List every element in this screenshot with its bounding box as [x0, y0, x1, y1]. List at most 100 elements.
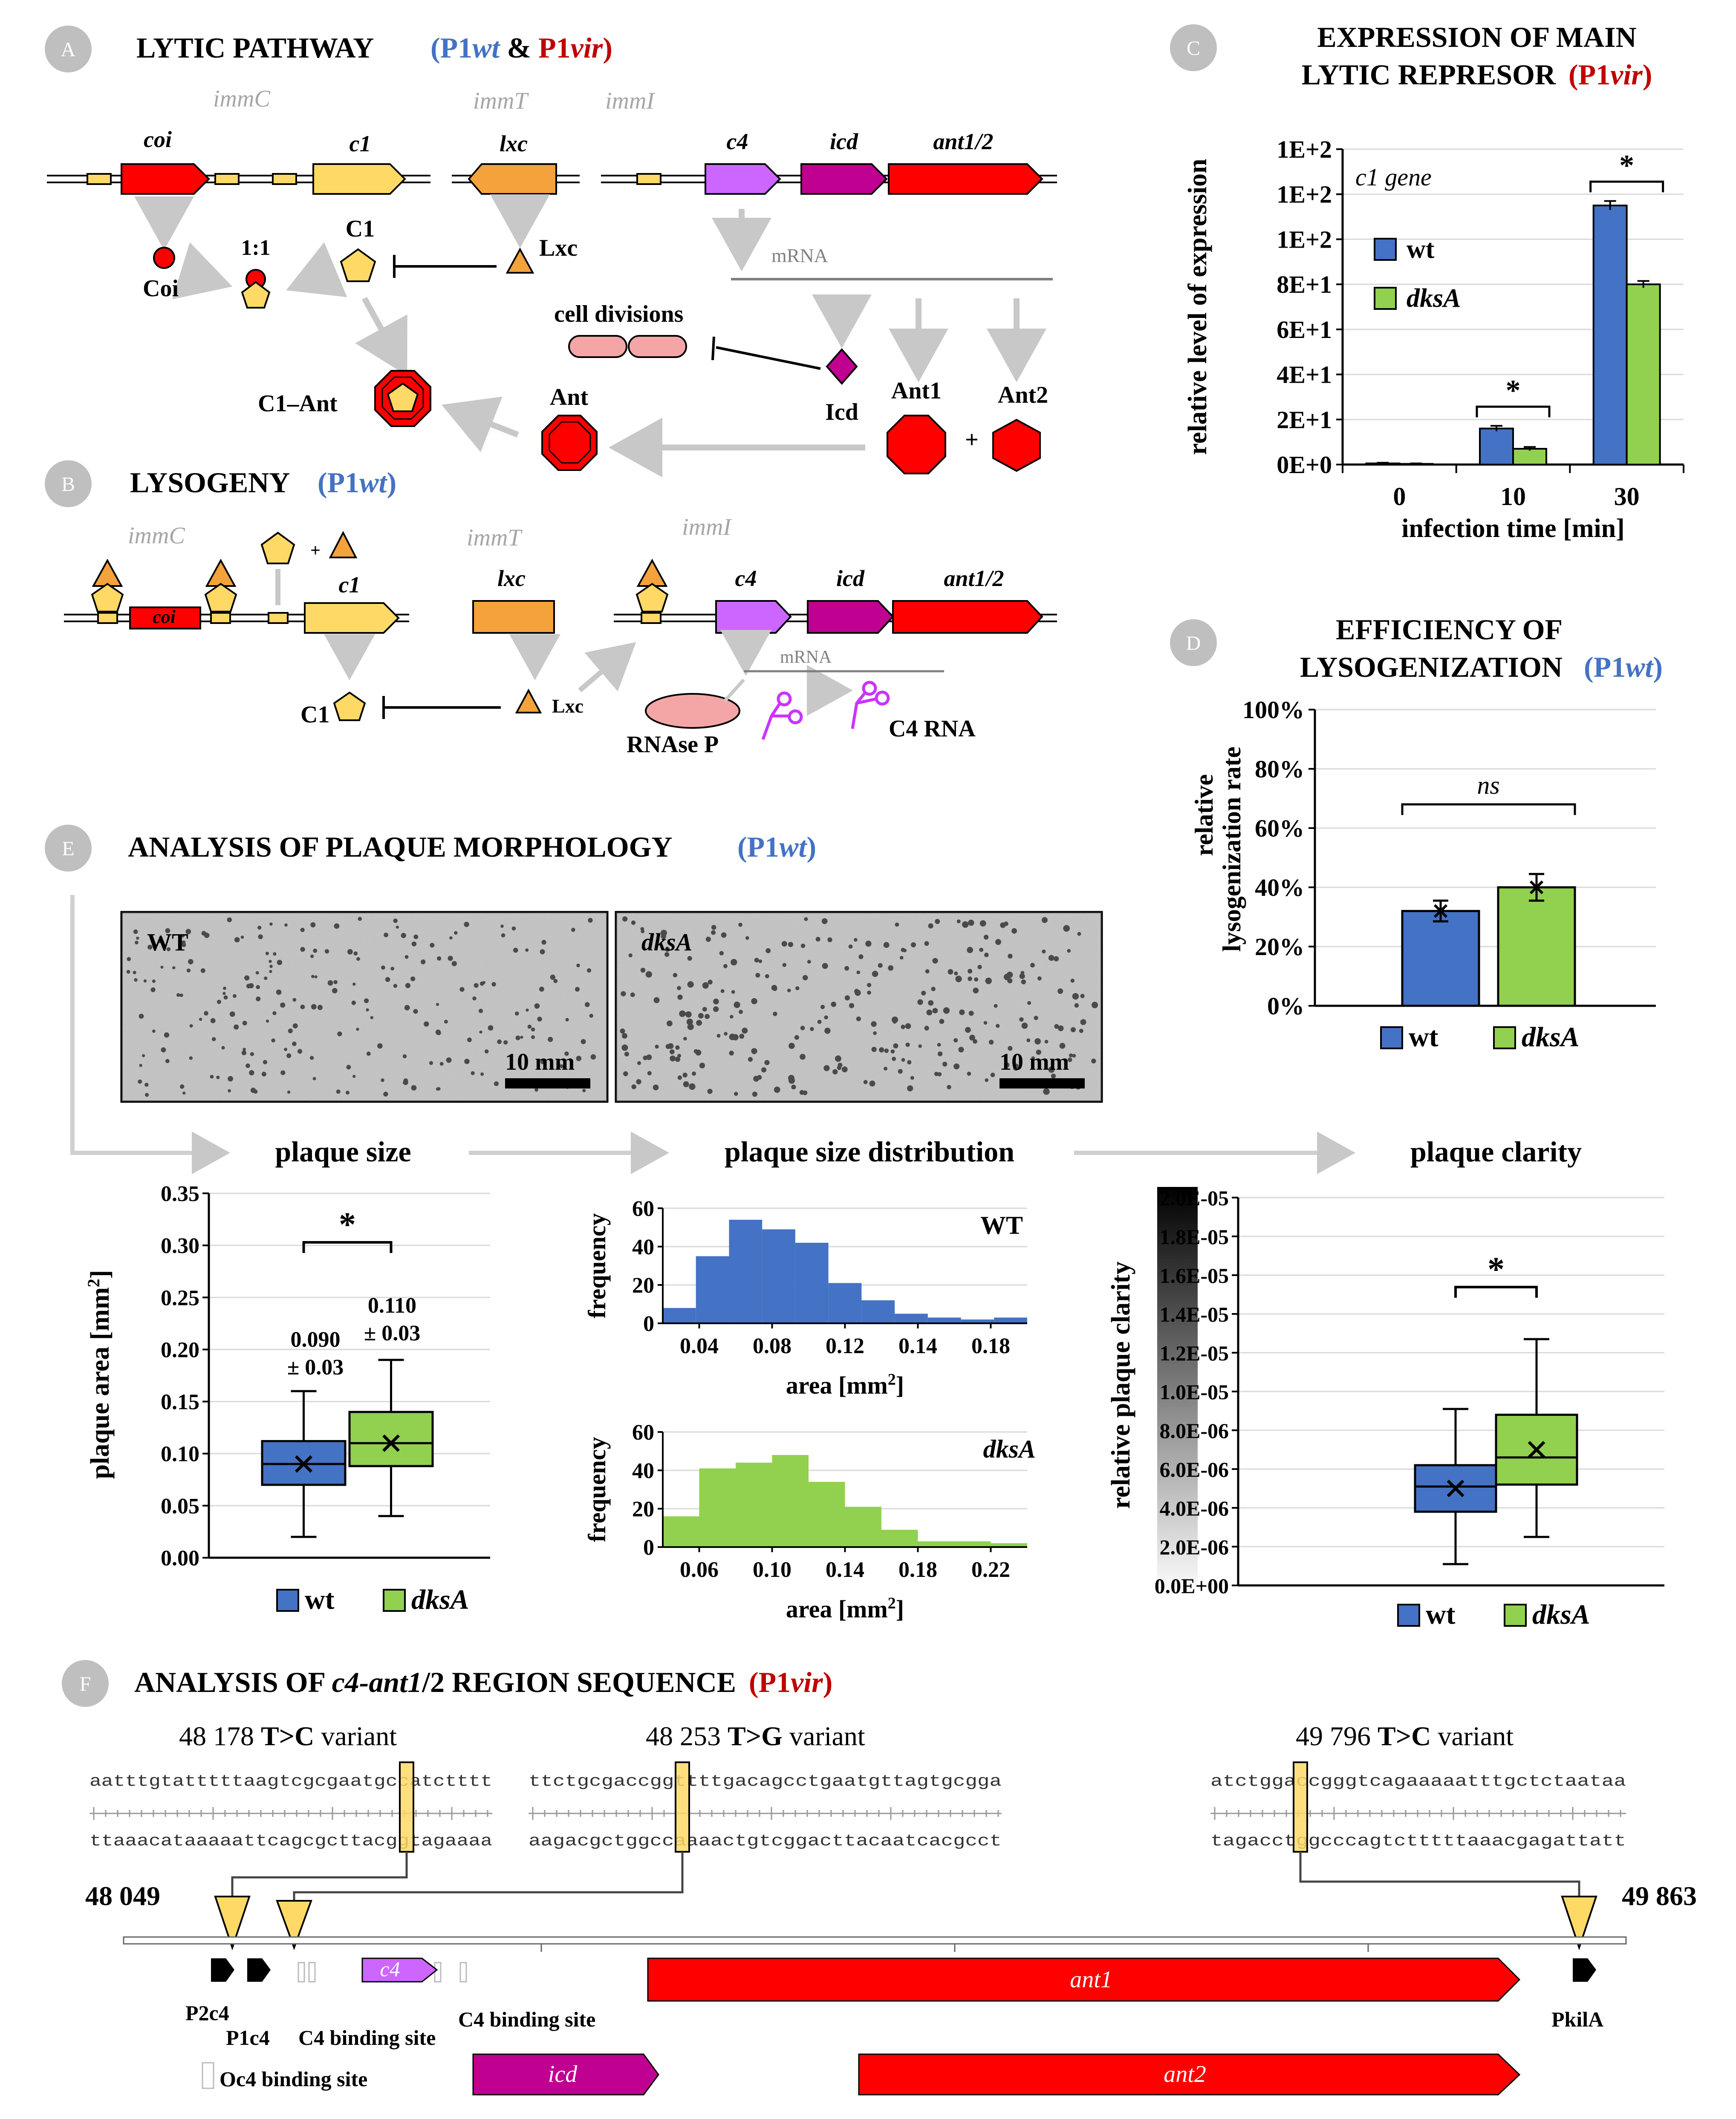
plaque-dot: [449, 936, 453, 940]
plaque-dot: [854, 989, 859, 994]
plaque-dot: [272, 1011, 277, 1015]
plaque-dot: [292, 1041, 297, 1046]
plaque-dot: [1070, 1027, 1076, 1032]
plaque-dot: [800, 944, 806, 948]
plaque-dot: [751, 998, 757, 1005]
panel-b-title: LYSOGENY: [130, 466, 290, 499]
plaque-dot: [1092, 1002, 1097, 1007]
plaque-dot: [150, 987, 156, 992]
plaque-dot: [937, 1051, 943, 1057]
plaque-dot: [984, 953, 989, 957]
badge-d-letter: D: [1186, 632, 1201, 655]
plaque-dot: [152, 1029, 156, 1033]
plaque-dot: [907, 1060, 912, 1065]
plaque-dot: [589, 1013, 593, 1018]
plaque-dot: [640, 967, 646, 973]
seq-2-top: ttctgcgaccggttttgacagcctgaatgttagtgcgga: [529, 1773, 1002, 1791]
plaque-dot: [711, 925, 716, 930]
plaque-dot: [314, 975, 318, 979]
plaque-dot: [261, 1071, 266, 1077]
plaque-dot: [152, 979, 156, 983]
plaque-dot: [564, 1051, 569, 1056]
plaque-dot: [411, 1085, 417, 1091]
y-tick-label: 0.10: [161, 1442, 199, 1467]
gene-icd-f: [472, 2053, 659, 2096]
seq-2-bottom: aagacgctggccaaaactgtcggacttacaatcacgcct: [529, 1832, 1002, 1851]
arrows-gray-b: [275, 569, 853, 716]
y-tick-label: 60%: [1255, 814, 1304, 842]
plaque-dot: [689, 1083, 696, 1090]
plaque-dot: [501, 933, 505, 938]
y-tick-label: 80%: [1255, 755, 1304, 783]
histogram-label: dksA: [983, 1435, 1036, 1463]
plaque-dot: [958, 1047, 964, 1053]
plaque-dot: [286, 1053, 292, 1058]
hist-bin: [762, 1229, 795, 1323]
plaque-dot: [474, 983, 479, 988]
plaque-dot: [824, 1028, 831, 1034]
gene-icd-a: [800, 163, 888, 195]
legend-label-dksa: dksA: [1522, 1022, 1580, 1053]
plaque-dot: [404, 955, 409, 959]
c4-binding-site-2: C4 binding site: [458, 2007, 595, 2031]
plaque-dot: [411, 941, 417, 947]
panel-f-title: ANALYSIS OF c4-ant1/2 REGION SEQUENCE (P1…: [134, 1666, 832, 1698]
arrows-gray-a: [134, 194, 1046, 477]
plaque-dot: [867, 990, 871, 995]
plaque-dot: [1058, 1025, 1064, 1031]
plaque-dot: [670, 1049, 675, 1054]
plaque-dot: [969, 1034, 975, 1041]
seq-3-top: atctggaccgggtcagaaaaatttgctctaataa: [1210, 1773, 1626, 1791]
x-tick-label: 0.18: [971, 1334, 1010, 1358]
plaque-dot: [204, 932, 210, 938]
plaque-dot: [313, 948, 318, 953]
plaque-dot: [891, 1016, 898, 1023]
plaque-dot: [182, 1091, 186, 1095]
y-tick-label: 60: [632, 1420, 654, 1445]
x-tick-label: 0.14: [826, 1558, 864, 1582]
sequence-ladders: [90, 1807, 1626, 1820]
plaque-dot: [636, 1079, 641, 1085]
y-tick-label: 1.8E-05: [1160, 1225, 1229, 1249]
imm-i-label: immI: [605, 88, 655, 114]
plaque-dot: [1070, 979, 1075, 983]
plaque-dot: [794, 1035, 799, 1040]
plaque-dot: [471, 1071, 475, 1075]
plaque-dot: [856, 970, 861, 974]
plaque-dot: [765, 948, 771, 953]
plaque-dot: [565, 1018, 569, 1022]
x-tick-label: 0.06: [680, 1558, 719, 1582]
plaque-dot: [135, 941, 139, 944]
plaque-clarity-chart: 0.0E+00 2.0E-06 4.0E-06 6.0E-06 8.0E-06 1.0E-…: [1106, 1186, 1664, 1630]
plaque-dot: [520, 1036, 523, 1039]
plaque-dot: [1037, 976, 1042, 981]
imm-t-label: immT: [473, 88, 529, 114]
lxc-free-b: [329, 531, 358, 558]
plaque-dot: [953, 1038, 958, 1043]
plaque-dot: [381, 1078, 384, 1082]
plaque-dot: [403, 1078, 408, 1083]
plaque-dot: [332, 988, 338, 993]
panel-d-title2: LYSOGENIZATION (P1wt): [1300, 651, 1663, 683]
plaque-dot: [932, 1008, 938, 1013]
imm-i-label-b: immI: [682, 514, 732, 540]
gene-c4-a: [705, 163, 781, 195]
gene-ant12-a: [888, 163, 1043, 195]
oc4-binding-site: Oc4 binding site: [220, 2067, 367, 2091]
gene-lxc-b: [472, 600, 555, 634]
coi-protein-label: Coi: [143, 275, 179, 302]
plaque-dot: [352, 1075, 356, 1078]
plaque-dot: [947, 1085, 951, 1089]
plaque-dot: [925, 969, 930, 974]
plaque-dot: [377, 1043, 383, 1049]
plaque-dot: [739, 1010, 743, 1014]
plaque-dot: [621, 1044, 628, 1051]
plaque-dot: [269, 964, 273, 968]
plaque-dot: [1059, 1043, 1066, 1049]
plaque-dot: [907, 1085, 913, 1091]
plaque-dot: [436, 1087, 439, 1091]
plaque-dot: [1074, 1003, 1079, 1008]
ant-label: Ant: [550, 384, 589, 410]
plaque-dot: [631, 920, 636, 925]
plaque-dot: [246, 1063, 250, 1068]
